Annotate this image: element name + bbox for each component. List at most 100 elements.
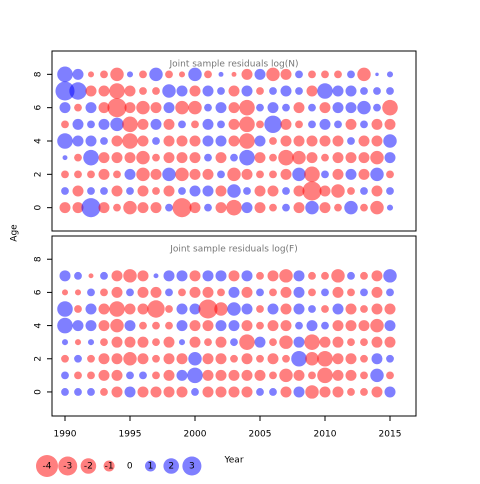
bubble	[241, 369, 253, 381]
x-tick-label: 1995	[119, 430, 142, 440]
bubble	[373, 87, 381, 95]
x-tick-label: 2000	[184, 430, 207, 440]
bubble	[98, 168, 110, 180]
bubble	[162, 167, 176, 182]
bubble	[137, 353, 149, 365]
bubble	[360, 187, 368, 195]
bubble	[386, 371, 394, 380]
bubble	[61, 339, 69, 346]
bubble	[370, 368, 384, 383]
bubble	[189, 336, 201, 348]
bubble	[74, 371, 82, 380]
bubble	[371, 286, 383, 298]
bubble	[202, 386, 214, 398]
y-tick-label: 2	[34, 356, 44, 362]
bubble	[302, 181, 322, 201]
bubble	[332, 85, 344, 97]
bubble	[308, 271, 316, 280]
bubble	[165, 288, 173, 297]
bubble	[267, 270, 279, 282]
bubble	[360, 271, 368, 280]
bubble	[345, 118, 357, 130]
bubble	[304, 334, 320, 350]
bubble	[293, 185, 305, 197]
bubble	[72, 118, 84, 130]
bubble	[150, 118, 162, 130]
y-tick-label: 8	[34, 71, 44, 77]
bubble	[256, 288, 264, 297]
bubble	[269, 170, 277, 179]
bubble	[215, 102, 227, 114]
bubble	[360, 354, 368, 363]
y-tick-label: 6	[34, 105, 44, 111]
bubble	[187, 367, 203, 384]
bubble	[88, 273, 94, 279]
bubble	[319, 135, 331, 147]
bubble	[358, 320, 370, 332]
bubble	[254, 185, 266, 197]
bubble	[357, 67, 371, 82]
bubble	[347, 338, 355, 347]
bubble	[152, 338, 160, 347]
bubble	[370, 167, 384, 182]
bubble	[150, 168, 162, 180]
bubble	[111, 286, 123, 298]
bubble	[150, 386, 162, 398]
bubble	[321, 305, 329, 313]
bubble	[360, 371, 368, 380]
bubble	[317, 350, 333, 367]
bubble	[137, 303, 149, 315]
bubble	[152, 87, 160, 95]
bubble	[188, 100, 202, 115]
bubble	[280, 135, 292, 147]
bubble	[189, 135, 201, 147]
bubble	[230, 338, 238, 347]
bubble	[306, 152, 318, 164]
bubble	[74, 339, 82, 346]
bubble	[383, 134, 397, 148]
bubble	[256, 354, 264, 363]
bubble	[215, 369, 227, 381]
bubble	[280, 320, 292, 332]
bubble	[202, 168, 214, 180]
bubble	[204, 338, 212, 347]
bubble	[293, 135, 305, 147]
bubble	[254, 68, 266, 80]
bubble	[295, 70, 303, 79]
bubble	[100, 187, 108, 195]
bubble	[371, 353, 383, 365]
bubble	[191, 120, 199, 129]
x-tick-label: 2010	[314, 430, 337, 440]
bubble	[370, 200, 384, 215]
bubble	[74, 305, 82, 313]
bubble	[239, 334, 255, 350]
bubble	[111, 369, 123, 381]
bubble	[278, 149, 294, 166]
bubble	[256, 87, 264, 95]
bubble	[360, 203, 368, 212]
bubble	[176, 353, 188, 365]
bubble	[85, 320, 97, 332]
bubble	[202, 353, 214, 365]
bubble	[373, 103, 381, 112]
bubble	[386, 204, 394, 211]
bubble	[331, 269, 345, 283]
bubble	[360, 288, 368, 297]
bubble	[228, 102, 240, 114]
bubble	[241, 303, 253, 315]
bubble	[163, 152, 175, 164]
bubble	[172, 198, 192, 218]
bubble	[264, 115, 282, 134]
bubble	[111, 152, 123, 164]
bubble	[269, 288, 277, 297]
bubble	[150, 286, 162, 298]
bubble	[267, 303, 279, 315]
bubble	[61, 289, 69, 296]
bubble	[256, 120, 264, 129]
bubble	[123, 200, 137, 215]
bubble	[100, 271, 108, 280]
bubble	[370, 318, 384, 333]
bubble	[202, 85, 214, 97]
bubble	[74, 289, 82, 296]
bubble	[269, 371, 277, 380]
